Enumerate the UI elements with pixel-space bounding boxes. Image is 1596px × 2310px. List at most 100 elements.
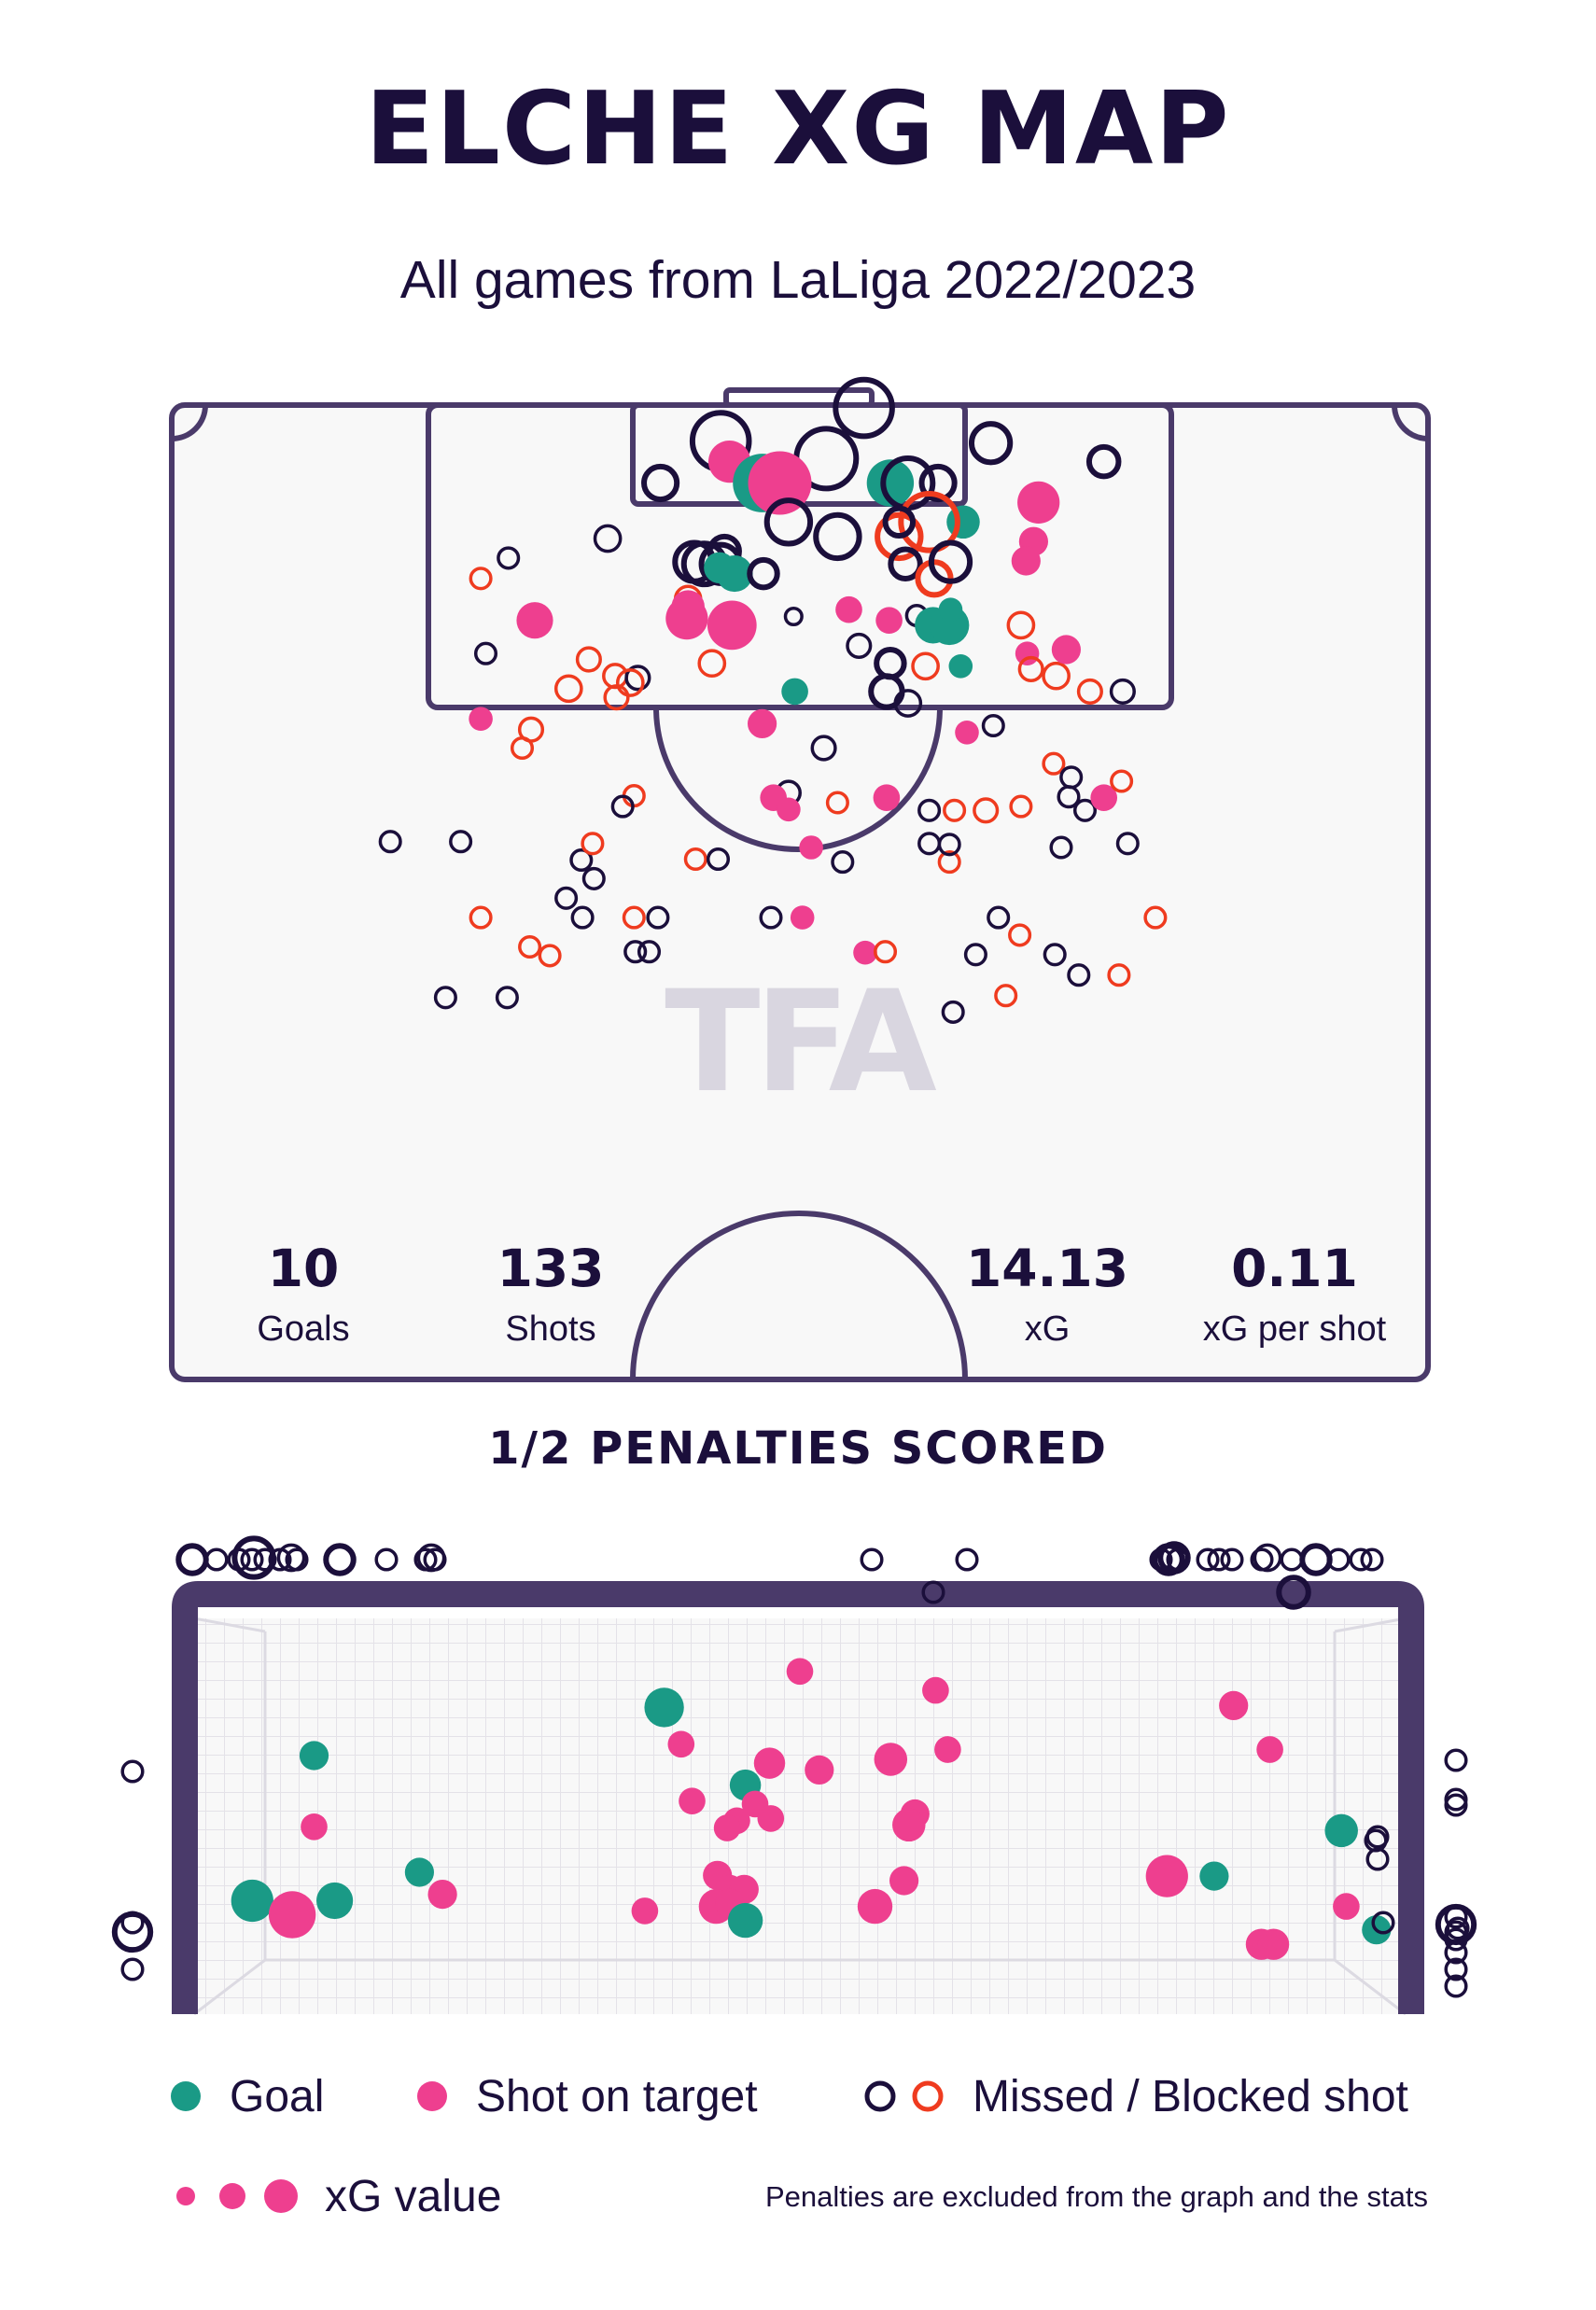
shot-marker-missed (378, 830, 402, 854)
goal-marker-goal (1199, 1861, 1229, 1891)
shot-marker-on-target (853, 940, 877, 965)
goal-marker-goal (727, 1902, 763, 1939)
shot-marker-missed (833, 376, 895, 440)
shot-marker-missed (497, 546, 521, 570)
footnote: Penalties are excluded from the graph an… (765, 2180, 1428, 2213)
shot-marker-on-target (1090, 784, 1118, 812)
shot-marker-missed (763, 497, 814, 547)
missed-over-bar-marker (1326, 1547, 1351, 1572)
shot-marker-on-target (665, 596, 708, 640)
shot-marker-missed-red (553, 674, 583, 704)
shot-marker-missed-red (1006, 610, 1036, 640)
net-perspective-line (1334, 1958, 1407, 2016)
missed-over-bar-marker (1349, 1547, 1373, 1572)
shot-marker-missed (1043, 943, 1067, 967)
shot-marker-missed-red (1042, 751, 1066, 776)
shot-marker-missed (554, 886, 579, 910)
missed-over-bar-marker (921, 1580, 945, 1604)
stat-xg-label: xG (1025, 1309, 1071, 1349)
shot-marker-missed-red (518, 934, 542, 959)
goal-marker-on-target (1219, 1690, 1249, 1720)
shot-marker-on-target (835, 595, 862, 623)
shot-marker-missed-red (1076, 678, 1103, 705)
shot-marker-on-target (469, 707, 493, 731)
shot-marker-missed-red (898, 491, 960, 553)
goal-marker-on-target (1145, 1855, 1188, 1897)
goal-marker-goal (316, 1882, 354, 1920)
goal-marker-on-target (874, 1743, 908, 1776)
missed-over-bar-marker (374, 1547, 399, 1572)
shot-marker-goal (866, 459, 915, 507)
chart-title: ELCHE XG MAP (365, 71, 1231, 188)
shot-marker-on-target (1011, 546, 1041, 576)
shot-marker-missed-red (469, 905, 493, 930)
stats-block: 10 Goals 133 Shots 14.13 xG 0.11 xG per … (257, 1239, 1386, 1349)
shot-marker-missed (941, 1000, 965, 1024)
shot-marker-missed-red (937, 850, 961, 875)
shot-marker-missed-red (615, 668, 645, 697)
goal-marker-on-target (753, 1747, 786, 1779)
goal-marker-on-target (922, 1676, 949, 1704)
net-perspective-line (193, 1958, 266, 2016)
shot-marker-missed (593, 524, 623, 553)
shot-marker-missed (1109, 678, 1136, 705)
goal-marker-goal (644, 1687, 684, 1728)
goal-marker-on-target (889, 1866, 919, 1896)
legend-on-target-label: Shot on target (476, 2072, 758, 2121)
missed-wide-marker (120, 1759, 145, 1784)
shot-marker-missed (495, 986, 519, 1010)
pitch-outline (169, 402, 1431, 1382)
shot-marker-missed (963, 943, 987, 967)
net-perspective-line (193, 1617, 266, 1633)
shot-marker-missed-red (1110, 769, 1134, 793)
shot-marker-missed-red (1042, 661, 1071, 691)
shot-marker-missed-red (1107, 963, 1131, 987)
shot-marker-missed (569, 847, 594, 873)
shot-marker-on-target (1051, 635, 1081, 665)
shot-marker-missed (893, 689, 923, 718)
missed-wide-marker (111, 1911, 154, 1953)
center-circle (630, 1211, 968, 1380)
shot-marker-missed-red (469, 567, 493, 591)
missed-wide-marker (1444, 1974, 1468, 1998)
shot-marker-missed-red (973, 797, 1000, 824)
legend-goal-label: Goal (230, 2072, 324, 2121)
shot-marker-missed (747, 556, 780, 591)
goal-marker-on-target (1333, 1893, 1360, 1920)
shot-marker-missed (1057, 785, 1081, 809)
chart-subtitle: All games from LaLiga 2022/2023 (399, 250, 1197, 310)
stat-shots-value: 133 (497, 1239, 605, 1298)
legend-missed-red-marker (912, 2080, 944, 2112)
goal-marker-goal (1324, 1813, 1358, 1848)
missed-wide-marker (1446, 1916, 1470, 1940)
shot-marker-missed-red (994, 984, 1018, 1008)
goal-marker-on-target (301, 1813, 328, 1841)
shot-marker-missed (1072, 798, 1098, 822)
goal-posts (172, 1581, 1424, 2014)
missed-over-bar-marker (1299, 1543, 1333, 1576)
shot-marker-missed (449, 830, 473, 854)
missed-over-bar-marker (1196, 1547, 1220, 1572)
shot-marker-missed (624, 665, 651, 692)
legend-missed-label: Missed / Blocked shot (973, 2072, 1408, 2121)
shot-marker-missed-red (538, 944, 562, 968)
missed-over-bar-marker (1253, 1543, 1282, 1573)
missed-wide-marker (1444, 1748, 1468, 1772)
goal-marker-on-target (805, 1755, 834, 1785)
shot-marker-missed (831, 850, 855, 875)
shot-marker-missed (846, 632, 873, 659)
missed-wide-marker (1444, 1957, 1468, 1981)
shot-marker-goal (716, 555, 753, 593)
shot-marker-missed (473, 641, 498, 665)
shot-marker-on-target (516, 602, 553, 639)
missed-wide-marker (1444, 1793, 1468, 1817)
shot-marker-missed-red (875, 511, 924, 562)
shot-marker-missed (433, 986, 457, 1010)
stat-xg-value: 14.13 (966, 1239, 1128, 1298)
goal-marker-on-target (892, 1808, 926, 1842)
corner-arc-left (171, 404, 208, 441)
stat-xg-per-shot-value: 0.11 (1231, 1239, 1358, 1298)
pitch: TFA (169, 387, 1431, 1382)
shot-marker-missed (570, 905, 595, 930)
shot-marker-on-target (1015, 641, 1040, 665)
